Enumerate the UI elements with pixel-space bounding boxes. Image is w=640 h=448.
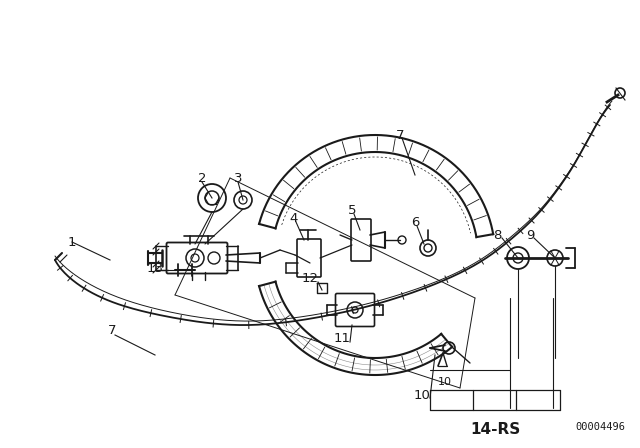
Text: 10: 10 — [413, 388, 431, 401]
Text: 6: 6 — [411, 215, 419, 228]
Circle shape — [615, 88, 625, 98]
Text: 7: 7 — [396, 129, 404, 142]
Text: 14-RS: 14-RS — [470, 422, 520, 437]
Text: 1: 1 — [68, 236, 76, 249]
Text: 3: 3 — [234, 172, 243, 185]
Text: 11: 11 — [333, 332, 351, 345]
Text: 7: 7 — [108, 323, 116, 336]
Text: 12: 12 — [301, 271, 319, 284]
Text: 5: 5 — [348, 203, 356, 216]
Text: 2: 2 — [198, 172, 206, 185]
Text: 9: 9 — [526, 228, 534, 241]
Text: 8: 8 — [493, 228, 501, 241]
Text: 4: 4 — [290, 211, 298, 224]
Text: 00004496: 00004496 — [575, 422, 625, 432]
Text: 10: 10 — [438, 377, 452, 387]
Text: 13: 13 — [147, 262, 163, 275]
